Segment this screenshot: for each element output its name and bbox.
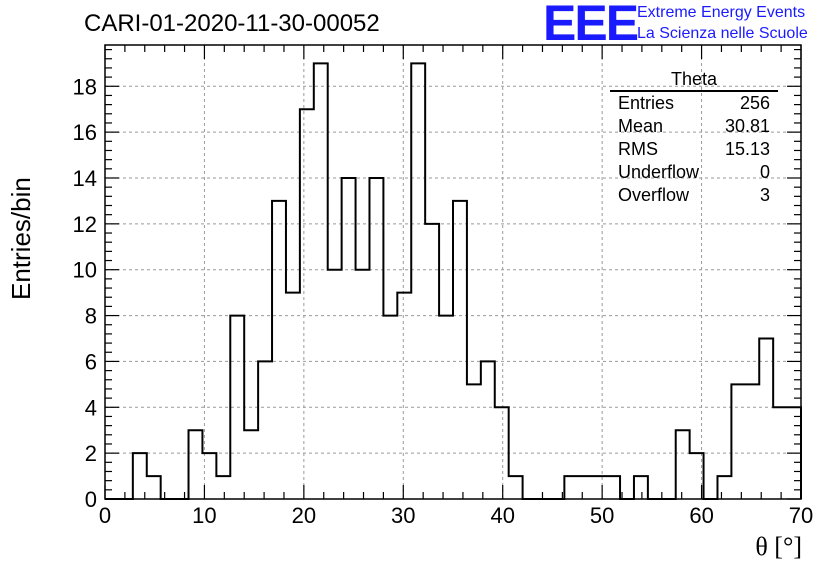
histogram-bin xyxy=(383,316,397,499)
logo-line-2: La Scienza nelle Scuole xyxy=(637,25,808,42)
histogram-bars xyxy=(105,62,802,500)
x-tick-label: 60 xyxy=(689,503,713,528)
histogram-bin xyxy=(342,178,356,499)
histogram-bin xyxy=(578,476,592,499)
x-axis-label: θ [°] xyxy=(755,532,802,561)
histogram-bin xyxy=(606,476,620,499)
histogram-bin xyxy=(369,178,383,499)
histogram-bin xyxy=(397,293,411,499)
histogram-bin xyxy=(411,63,425,499)
y-tick-label: 16 xyxy=(73,120,97,145)
histogram-bin xyxy=(258,361,272,499)
stats-value: 30.81 xyxy=(724,116,770,136)
x-tick-label: 30 xyxy=(391,503,415,528)
y-tick-label: 6 xyxy=(85,349,97,374)
histogram-bin xyxy=(759,338,773,499)
histogram-bin xyxy=(147,476,161,499)
histogram-bin xyxy=(216,476,230,499)
histogram-bin xyxy=(314,63,328,499)
histogram-bin xyxy=(189,430,203,499)
histogram-bin xyxy=(439,316,453,499)
y-tick-label: 18 xyxy=(73,74,97,99)
stats-value: 15.13 xyxy=(724,139,770,159)
stats-row-mean: Mean 30.81 xyxy=(610,115,778,138)
histogram-bin xyxy=(745,384,759,499)
x-tick-label: 10 xyxy=(192,503,216,528)
histogram-bin xyxy=(481,361,495,499)
chart-title: CARI-01-2020-11-30-00052 xyxy=(84,10,380,37)
stats-label: Underflow xyxy=(618,162,700,182)
stats-label: Mean xyxy=(618,116,664,136)
y-tick-label: 12 xyxy=(73,212,97,237)
y-tick-label: 2 xyxy=(85,441,97,466)
y-tick-label: 14 xyxy=(73,166,97,191)
histogram-bin xyxy=(467,384,481,499)
histogram-bin xyxy=(272,201,286,499)
stats-label: Overflow xyxy=(618,185,690,205)
y-tick-label: 8 xyxy=(85,304,97,329)
histogram-bin xyxy=(509,476,523,499)
axes xyxy=(104,44,802,500)
histogram-bin xyxy=(717,476,731,499)
x-tick-label: 20 xyxy=(292,503,316,528)
eee-logo: EEE xyxy=(543,0,639,51)
histogram-bin xyxy=(564,476,578,499)
stats-row-entries: Entries 256 xyxy=(610,92,778,115)
stats-row-overflow: Overflow 3 xyxy=(610,184,778,207)
stats-value: 0 xyxy=(759,162,770,182)
histogram-bin xyxy=(495,407,509,499)
plot-frame xyxy=(104,44,802,500)
histogram-bin xyxy=(773,407,787,499)
histogram-bin xyxy=(634,476,648,499)
y-tick-label: 0 xyxy=(85,487,97,512)
stats-row-underflow: Underflow 0 xyxy=(610,161,778,184)
histogram-bin xyxy=(244,430,258,499)
x-tick-label: 50 xyxy=(590,503,614,528)
y-tick-label: 10 xyxy=(73,258,97,283)
x-tick-label: 40 xyxy=(490,503,514,528)
histogram-bin xyxy=(592,476,606,499)
histogram-bin xyxy=(356,270,370,499)
stats-label: RMS xyxy=(618,139,658,159)
histogram-bin xyxy=(425,224,439,499)
stats-value: 3 xyxy=(759,185,770,205)
histogram-bin xyxy=(300,109,314,499)
x-tick-label: 0 xyxy=(99,503,111,528)
x-tick-label: 70 xyxy=(789,503,813,528)
stats-box: Theta Entries 256 Mean 30.81 RMS 15.13 U… xyxy=(610,68,778,207)
logo-line-1: Extreme Energy Events xyxy=(637,4,806,21)
stats-value: 256 xyxy=(739,93,770,113)
y-axis-label: Entries/bin xyxy=(6,177,36,300)
y-tick-label: 4 xyxy=(85,395,97,420)
stats-title: Theta xyxy=(610,68,778,92)
histogram-bin xyxy=(731,384,745,499)
stats-label: Entries xyxy=(618,93,675,113)
histogram-bin xyxy=(230,316,244,499)
histogram-outline xyxy=(105,62,802,500)
histogram-bin xyxy=(286,293,300,499)
histogram-bin xyxy=(676,430,690,499)
stats-row-rms: RMS 15.13 xyxy=(610,138,778,161)
histogram-bin xyxy=(328,270,342,499)
histogram-bin xyxy=(453,201,467,499)
